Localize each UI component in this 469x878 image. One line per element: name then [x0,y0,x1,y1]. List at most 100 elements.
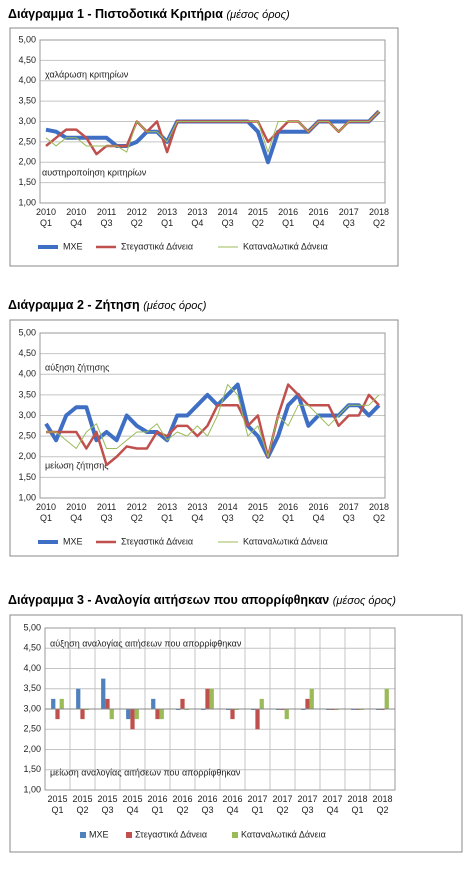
legend-swatch [126,832,132,838]
x-tick-label-line: Q2 [76,805,88,815]
bar [159,709,164,720]
bar [130,709,135,730]
chart-title: Διάγραμμα 2 - Ζήτηση (μέσος όρος) [8,298,207,312]
x-tick-label: 2015 Q2 [248,207,268,228]
legend-label: ΜΧΕ [89,829,109,839]
bar [105,698,110,709]
x-tick-label-line: Q3 [201,805,213,815]
legend-label: Στεγαστικά Δάνεια [121,241,193,251]
y-tick-label: 3,50 [18,389,36,399]
bar [180,698,185,709]
plot-area [39,332,386,499]
legend-label: Στεγαστικά Δάνεια [135,829,207,839]
x-tick-label: 2018 Q2 [369,207,389,228]
y-tick-label: 4,50 [18,55,36,65]
y-tick-label: 2,50 [18,136,36,146]
chart-frame [9,319,399,557]
x-tick-label-line: 2016 [222,794,242,804]
x-tick-label-line: Q1 [161,513,173,523]
plot-area [39,39,386,204]
x-tick-label-line: 2015 [97,794,117,804]
chart: Διάγραμμα 3 - Αναλογία αιτήσεων που απορ… [8,593,463,853]
chart-frame [9,27,399,267]
x-tick-label-line: Q4 [312,513,324,523]
y-tick-label: 4,00 [18,75,36,85]
x-tick-label-line: 2011 [97,207,116,217]
x-tick-label-line: Q3 [101,805,113,815]
x-tick-label-line: Q3 [222,513,234,523]
x-tick-label: 2012 Q2 [127,502,147,523]
annotation: αύξηση ζήτησης [45,362,110,372]
x-tick-label-line: Q1 [282,218,294,228]
x-tick-label: 2016 Q1 [278,207,298,228]
legend-label: ΜΧΕ [63,241,83,251]
x-tick-label: 2017 Q3 [297,794,317,815]
legend-label: Στεγαστικά Δάνεια [121,536,193,546]
x-tick-label-line: Q2 [373,218,385,228]
x-tick-label-line: Q4 [126,805,138,815]
x-tick-label-line: 2017 [247,794,267,804]
x-tick-label-line: Q4 [191,218,203,228]
x-tick-label-line: 2018 [369,502,389,512]
series-line [46,384,380,458]
x-tick-label-line: 2013 [157,502,177,512]
x-tick-label-line: Q1 [40,513,52,523]
x-tick-label: 2010 Q4 [66,502,86,523]
y-tick-label: 2,50 [23,724,41,734]
bar [309,688,314,709]
x-tick-label-line: Q3 [343,218,355,228]
x-tick-label: 2017 Q3 [339,502,359,523]
x-tick-label-line: 2017 [272,794,292,804]
x-tick-label-line: 2018 [369,207,389,217]
y-tick-label: 1,00 [23,784,41,794]
y-tick-label: 1,00 [18,197,36,207]
bar [155,709,160,720]
x-tick-label-line: Q2 [176,805,188,815]
bar [255,709,260,730]
title-text: Διάγραμμα 1 - Πιστοδοτικά Κριτήρια [8,7,223,21]
x-tick-label: 2016 Q4 [222,794,242,815]
x-tick-label: 2015 Q1 [47,794,67,815]
x-tick-label: 2015 Q2 [248,502,268,523]
x-tick-label-line: Q1 [351,805,363,815]
bar [230,709,235,720]
y-tick-label: 4,50 [23,643,41,653]
y-tick-label: 2,00 [23,744,41,754]
bar [134,709,139,720]
legend-swatch [232,832,238,838]
x-tick-label: 2016 Q2 [172,794,192,815]
chart-title: Διάγραμμα 3 - Αναλογία αιτήσεων που απορ… [8,593,396,607]
bar [59,698,64,709]
x-tick-label: 2017 Q4 [322,794,342,815]
annotation: μείωση ζήτησης [45,460,109,470]
x-tick-label-line: Q2 [373,513,385,523]
x-tick-label: 2015 Q3 [97,794,117,815]
x-tick-label-line: Q2 [252,218,264,228]
chart: Διάγραμμα 2 - Ζήτηση (μέσος όρος) 1,00 1,5… [8,298,399,557]
y-tick-label: 4,00 [23,663,41,673]
y-tick-label: 2,00 [18,157,36,167]
x-tick-label-line: 2015 [122,794,142,804]
y-tick-label: 1,50 [18,177,36,187]
legend-label: Καταναλωτικά Δάνεια [241,829,326,839]
x-tick-label: 2014 Q3 [218,502,238,523]
x-tick-label-line: 2013 [157,207,177,217]
bar [76,688,81,709]
x-tick-label-line: 2017 [339,207,359,217]
x-tick-label: 2013 Q4 [187,207,207,228]
legend-label: Καταναλωτικά Δάνεια [243,536,328,546]
x-tick-label: 2013 Q4 [187,502,207,523]
x-tick-label-line: Q4 [326,805,338,815]
x-tick-label-line: Q3 [101,218,113,228]
x-tick-label: 2013 Q1 [157,207,177,228]
x-tick-label: 2013 Q1 [157,502,177,523]
y-tick-label: 5,00 [18,34,36,44]
x-tick-label-line: Q4 [70,513,82,523]
y-tick-label: 1,50 [23,764,41,774]
x-tick-label: 2017 Q1 [247,794,267,815]
x-tick-label-line: Q2 [376,805,388,815]
y-tick-label: 5,00 [18,327,36,337]
x-tick-label: 2015 Q4 [122,794,142,815]
x-tick-label-line: 2010 [36,502,56,512]
bar [101,678,106,709]
